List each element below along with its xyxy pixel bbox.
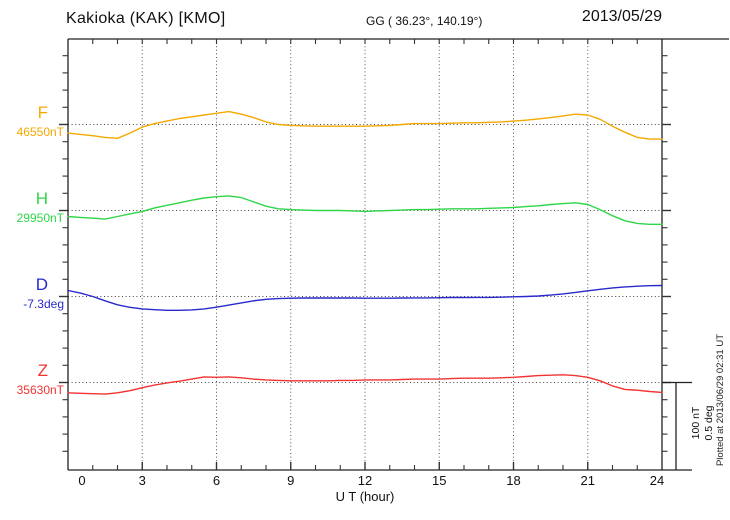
x-tick-label-9: 9 bbox=[287, 473, 295, 488]
x-tick-label-0: 0 bbox=[78, 473, 86, 488]
trace-D bbox=[67, 284, 663, 311]
scale-bar-deg-label: 0.5 deg bbox=[702, 405, 715, 441]
x-tick-label-15: 15 bbox=[432, 473, 447, 488]
trace-Z bbox=[67, 374, 663, 395]
series-reference-value-Z: 35630nT bbox=[16, 382, 64, 397]
trace-F bbox=[67, 110, 663, 140]
x-tick-label-21: 21 bbox=[580, 473, 595, 488]
x-tick-label-6: 6 bbox=[212, 473, 221, 488]
station-title: Kakioka (KAK) [KMO] bbox=[66, 10, 226, 27]
trace-H bbox=[67, 195, 663, 226]
series-label-F: F bbox=[37, 102, 48, 122]
x-tick-label-3: 3 bbox=[138, 473, 146, 488]
scale-bar-nt-label: 100 nT bbox=[690, 406, 702, 440]
series-label-Z: Z bbox=[37, 360, 48, 380]
scale-bar-label: 100 nT 0.5 deg bbox=[690, 388, 716, 458]
series-reference-value-H: 29950nT bbox=[16, 210, 64, 225]
x-tick-label-18: 18 bbox=[506, 473, 521, 488]
series-label-H: H bbox=[35, 188, 48, 208]
observation-date: 2013/05/29 bbox=[581, 8, 662, 25]
series-label-D: D bbox=[35, 274, 48, 294]
plotted-at-note: Plotted at 2013/06/29 02:31 UT bbox=[715, 333, 726, 467]
x-axis-label: U T (hour) bbox=[335, 489, 395, 504]
geographic-coordinates: GG ( 36.23°, 140.19°) bbox=[366, 14, 483, 28]
series-reference-value-D: -7.3deg bbox=[23, 296, 64, 311]
x-tick-label-12: 12 bbox=[357, 473, 373, 488]
series-reference-value-F: 46550nT bbox=[16, 124, 64, 139]
x-tick-label-24: 24 bbox=[649, 473, 665, 488]
